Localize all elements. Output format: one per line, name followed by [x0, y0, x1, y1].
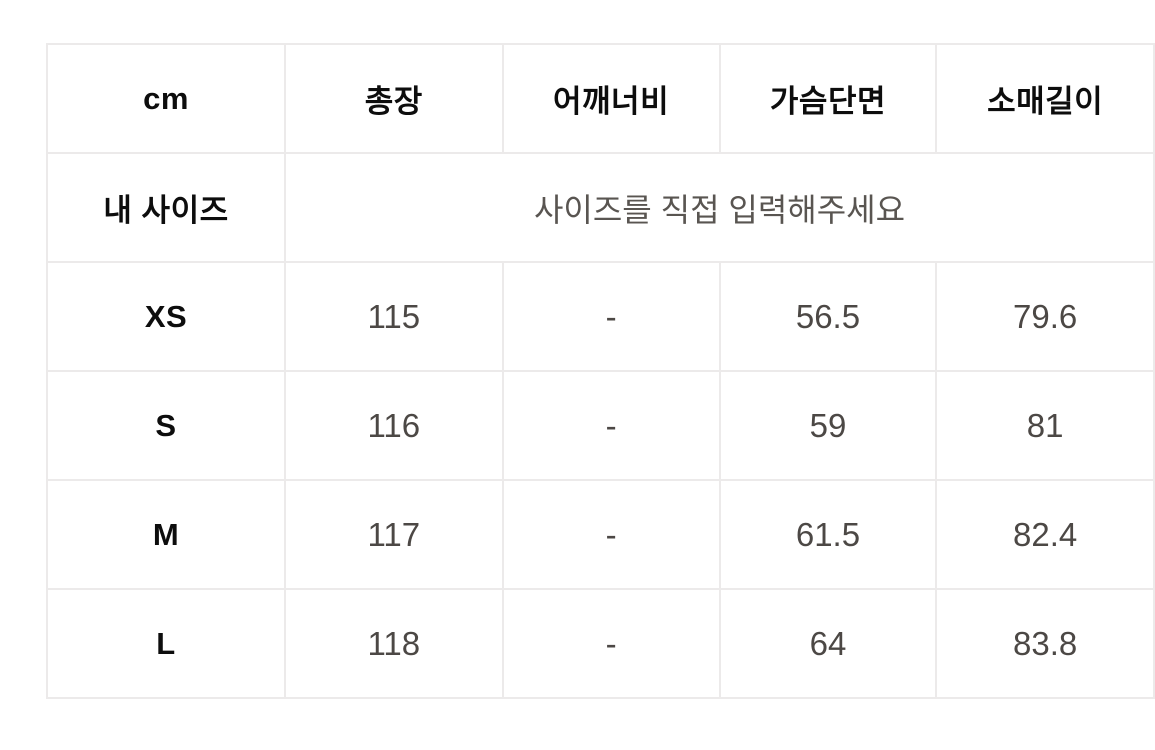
value-xs-total-length: 115	[284, 261, 504, 372]
table-row-l: L 118 - 64 83.8	[45, 588, 1155, 699]
size-chart: cm 총장 어깨너비 가슴단면 소매길이 내 사이즈 사이즈를 직접 입력해주세…	[45, 43, 1155, 699]
table-row-s: S 116 - 59 81	[45, 370, 1155, 481]
value-l-sleeve-length: 83.8	[935, 588, 1155, 699]
header-row: cm 총장 어깨너비 가슴단면 소매길이	[45, 43, 1155, 154]
size-label-s: S	[45, 370, 287, 481]
value-l-chest-width: 64	[718, 588, 938, 699]
value-xs-sleeve-length: 79.6	[935, 261, 1155, 372]
value-s-chest-width: 59	[718, 370, 938, 481]
value-m-chest-width: 61.5	[718, 479, 938, 590]
size-label-l: L	[45, 588, 287, 699]
my-size-input[interactable]: 사이즈를 직접 입력해주세요	[284, 152, 1155, 263]
value-l-total-length: 118	[284, 588, 504, 699]
value-s-total-length: 116	[284, 370, 504, 481]
header-cell-sleeve-length: 소매길이	[935, 43, 1155, 154]
value-m-sleeve-length: 82.4	[935, 479, 1155, 590]
value-m-shoulder-width: -	[501, 479, 721, 590]
value-l-shoulder-width: -	[501, 588, 721, 699]
value-s-sleeve-length: 81	[935, 370, 1155, 481]
header-cell-chest-width: 가슴단면	[718, 43, 938, 154]
size-label-m: M	[45, 479, 287, 590]
table-row-m: M 117 - 61.5 82.4	[45, 479, 1155, 590]
my-size-row: 내 사이즈 사이즈를 직접 입력해주세요	[45, 152, 1155, 263]
header-cell-total-length: 총장	[284, 43, 504, 154]
header-cell-unit: cm	[45, 43, 287, 154]
size-chart-table: cm 총장 어깨너비 가슴단면 소매길이 내 사이즈 사이즈를 직접 입력해주세…	[45, 43, 1155, 699]
value-xs-shoulder-width: -	[501, 261, 721, 372]
my-size-label: 내 사이즈	[45, 152, 287, 263]
size-label-xs: XS	[45, 261, 287, 372]
value-s-shoulder-width: -	[501, 370, 721, 481]
value-m-total-length: 117	[284, 479, 504, 590]
value-xs-chest-width: 56.5	[718, 261, 938, 372]
table-row-xs: XS 115 - 56.5 79.6	[45, 261, 1155, 372]
header-cell-shoulder-width: 어깨너비	[501, 43, 721, 154]
